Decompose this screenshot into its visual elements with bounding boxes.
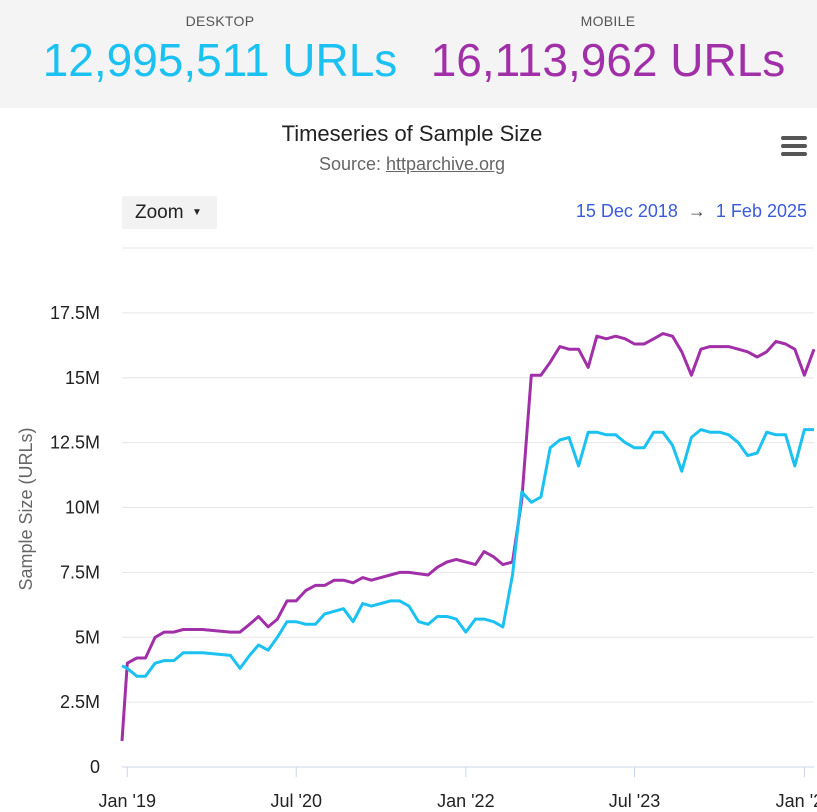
y-tick-label: 15M [65,368,100,388]
navigator-area[interactable] [122,768,814,812]
x-tick-label: Jan '25 [776,791,817,811]
summary-banner: DESKTOP 12,995,511 URLs MOBILE 16,113,96… [0,0,817,108]
range-start[interactable]: 15 Dec 2018 [575,201,678,221]
y-tick-label: 2.5M [60,692,100,712]
range-end[interactable]: 1 Feb 2025 [715,201,807,221]
arrow-right-icon: → [687,201,706,221]
chart-subtitle: Source: httparchive.org [0,154,817,175]
source-prefix: Source: [318,154,386,174]
date-range: 15 Dec 2018 → 1 Feb 2025 [576,201,807,222]
caret-down-icon: ▼ [192,207,202,218]
zoom-label: Zoom [135,202,184,223]
source-link[interactable]: httparchive.org [385,154,506,174]
y-axis-label: Sample Size (URLs) [16,427,36,590]
x-tick-label: Jul '23 [609,791,660,811]
hamburger-menu-icon[interactable] [781,136,807,158]
y-tick-label: 0 [90,757,100,777]
desktop-url-count: 12,995,511 URLs [42,34,398,86]
desktop-label: DESKTOP [185,13,255,29]
series-line-desktop[interactable] [121,428,814,678]
chart-title: Timeseries of Sample Size [281,121,543,146]
y-tick-label: 5M [75,627,100,647]
y-tick-label: 10M [65,498,100,518]
zoom-dropdown[interactable]: Zoom ▼ [122,196,217,229]
mobile-url-count: 16,113,962 URLs [430,34,786,86]
mobile-label: MOBILE [580,13,636,29]
y-tick-label: 17.5M [50,303,100,323]
x-tick-label: Jul '20 [271,791,322,811]
x-tick-label: Jan '22 [437,791,494,811]
series-line-mobile[interactable] [120,332,816,742]
x-tick-label: Jan '19 [99,791,156,811]
y-tick-label: 12.5M [50,433,100,453]
y-tick-label: 7.5M [60,562,100,582]
